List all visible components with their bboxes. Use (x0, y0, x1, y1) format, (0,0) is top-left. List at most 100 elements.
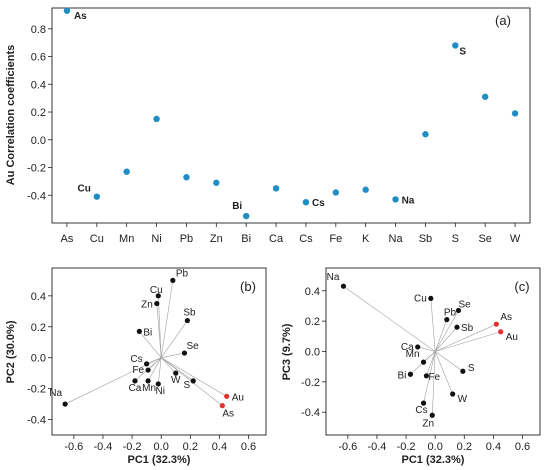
y-tick-label: -0.2 (27, 384, 46, 396)
y-tick-label: -0.4 (27, 190, 46, 202)
loading-point (444, 317, 450, 323)
x-tick-label: -0.6 (64, 441, 83, 453)
point-label: Cs (415, 405, 427, 416)
x-tick-label: Pb (180, 233, 193, 245)
point-label: Se (458, 300, 471, 311)
point-label: Sb (183, 308, 196, 319)
panel-b-x-axis-label: PC1 (32.3%) (128, 454, 191, 466)
x-tick-label: Fe (329, 233, 342, 245)
panel-b-x-ticks: -0.6 -0.4 -0.2 0.0 0.2 0.4 0.6 (64, 435, 256, 453)
point-label: Cu (150, 285, 163, 296)
y-tick-label: 0.2 (31, 107, 46, 119)
point-label: Ca (401, 342, 414, 353)
y-tick-label: 0.0 (305, 347, 320, 359)
loading-vector (435, 331, 501, 352)
loading-vector (423, 351, 436, 404)
point-label: W (458, 394, 468, 405)
loading-vector (156, 303, 162, 358)
loading-vector (160, 320, 188, 358)
panel-b-frame (51, 267, 267, 436)
loading-vector (161, 352, 185, 358)
panel-b-y-axis-label: PC2 (30.0%) (5, 320, 17, 383)
point-label: W (171, 375, 181, 386)
panel-c-x-axis-label: PC1 (32.3%) (402, 454, 465, 466)
y-tick-label: 0.6 (31, 52, 46, 64)
point-annotation: Bi (232, 201, 242, 212)
loading-point (145, 378, 151, 384)
point-label: Au (506, 332, 518, 343)
correlation-point (362, 186, 369, 193)
x-tick-label: Mn (119, 233, 134, 245)
loading-point (454, 324, 460, 330)
panel-a-x-ticks: As Cu Mn Ni Pb Zn Bi Ca Cs Fe K Na Sb S Se W (61, 223, 521, 245)
loading-vector (161, 357, 227, 397)
y-tick-label: -0.4 (27, 415, 46, 427)
correlation-point (452, 42, 459, 49)
loading-vector (434, 327, 458, 352)
loading-vector (157, 295, 162, 358)
loading-point (154, 300, 160, 307)
point-annotation: S (459, 46, 466, 57)
loading-point (62, 401, 68, 407)
loading-point (184, 317, 190, 324)
x-tick-label: Sb (419, 233, 432, 245)
loading-point (428, 295, 434, 301)
point-label: Se (186, 341, 199, 352)
loading-point (498, 329, 504, 335)
x-tick-label: As (61, 233, 74, 245)
loading-vector (435, 323, 497, 352)
x-tick-label: -0.4 (93, 441, 112, 453)
loading-vector (434, 319, 448, 352)
point-label: Cs (130, 354, 142, 365)
correlation-point (242, 212, 250, 220)
loading-point (181, 350, 188, 356)
point-annotation: Cs (312, 198, 325, 209)
loading-point (415, 344, 421, 350)
loading-vector (434, 310, 459, 352)
loading-point (224, 393, 230, 399)
y-tick-label: 0.0 (31, 135, 46, 147)
x-tick-label: Ni (151, 233, 161, 245)
loading-point (429, 412, 435, 418)
panel-a-y-ticks: 0.8 0.6 0.4 0.2 0.0 -0.2 -0.4 (27, 24, 52, 202)
loading-point (423, 373, 430, 379)
panel-c-loading-lines (343, 285, 501, 416)
point-label: Bi (398, 370, 407, 381)
loading-point (155, 381, 161, 387)
x-tick-label: Na (389, 233, 404, 245)
y-tick-label: -0.4 (301, 407, 320, 419)
panel-c-label: (c) (514, 279, 529, 294)
point-label: Na (327, 272, 340, 283)
point-annotation: As (74, 11, 87, 22)
loading-vector (435, 351, 464, 372)
x-tick-label: Bi (241, 233, 251, 245)
correlation-point (332, 189, 340, 196)
loading-point (190, 378, 196, 384)
point-label: Ni (156, 386, 165, 397)
panel-a-correlation-chart: (a) Au Correlation coefficients 0.80.60.… (5, 7, 531, 245)
point-label: S (184, 380, 191, 391)
loading-point (136, 328, 142, 334)
loading-point (450, 391, 456, 397)
point-label: Pb (444, 308, 457, 319)
x-tick-label: Se (478, 233, 491, 245)
panel-b-y-ticks: 0.4 0.2 0.0 -0.2 -0.4 (27, 291, 52, 427)
y-tick-label: 0.0 (31, 353, 46, 365)
y-tick-label: 0.4 (31, 79, 46, 91)
loading-point (155, 293, 161, 299)
panel-b-pca-biplot: (b) PC1 (32.3%) PC2 (30.0%) 0.40.20.0-0.… (5, 267, 267, 466)
correlation-point (481, 93, 489, 100)
loading-point (219, 403, 225, 409)
panel-b-label: (b) (240, 279, 256, 294)
correlation-point (93, 193, 101, 200)
correlation-point (153, 115, 160, 123)
correlation-point (183, 174, 190, 181)
point-label: Mn (406, 349, 420, 360)
point-label: Bi (143, 327, 152, 338)
x-tick-label: 0.2 (457, 441, 472, 453)
correlation-point (272, 185, 280, 192)
x-tick-label: Ca (269, 233, 284, 245)
point-label: Au (232, 392, 244, 403)
loading-point (420, 400, 427, 406)
